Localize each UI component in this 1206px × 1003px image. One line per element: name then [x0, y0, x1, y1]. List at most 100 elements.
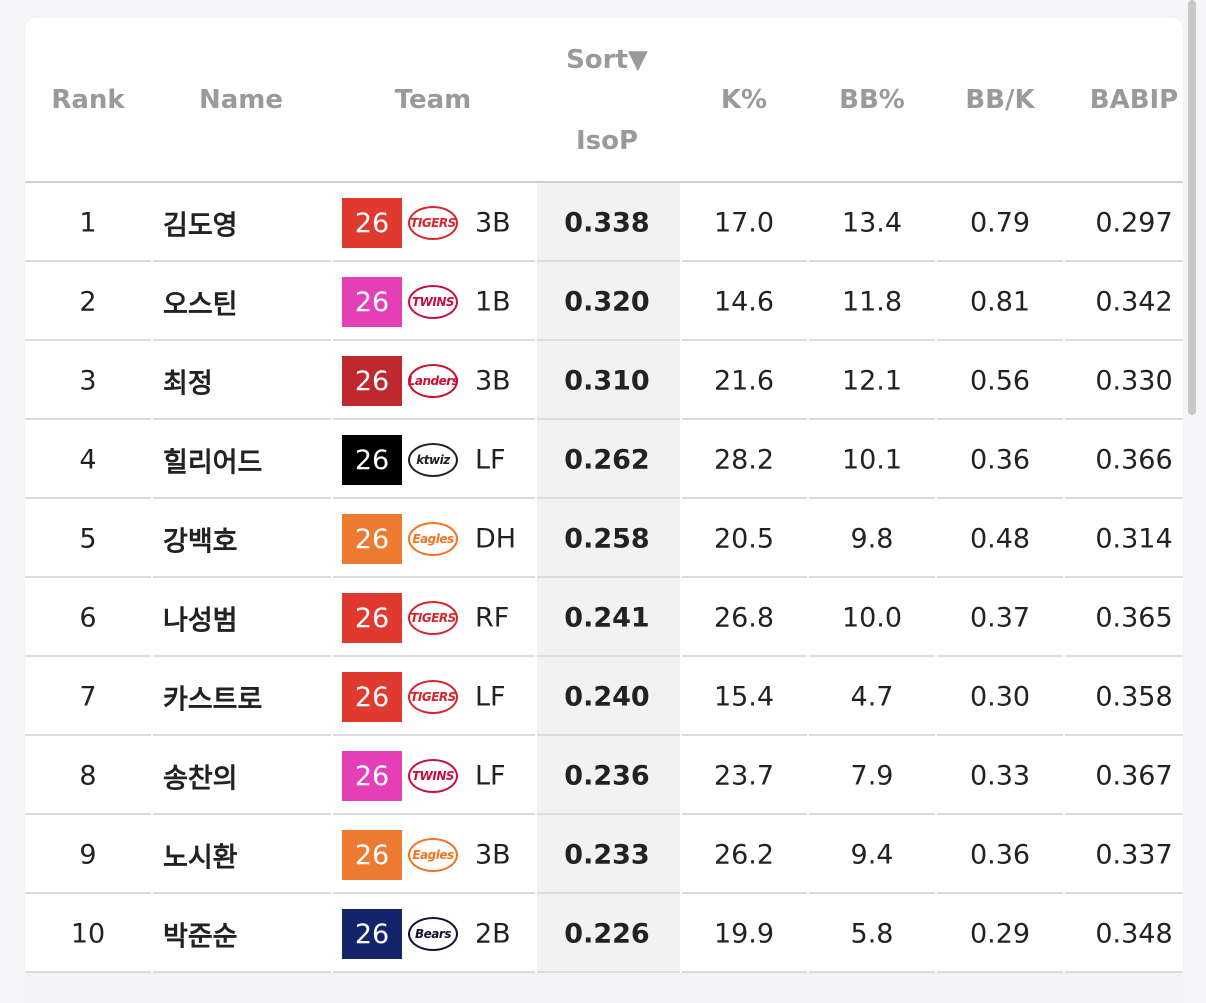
bb-pct: 12.1: [841, 365, 903, 397]
bb-pct: 7.9: [850, 760, 894, 792]
row-divider: [809, 260, 935, 262]
position: 3B: [475, 365, 511, 397]
year-badge: 26: [342, 593, 402, 643]
bb-pct: 13.4: [841, 207, 903, 239]
rank: 3: [79, 365, 97, 397]
row-divider: [333, 339, 535, 341]
row-divider: [153, 576, 331, 578]
year-badge: 26: [342, 909, 402, 959]
babip: 0.342: [1095, 286, 1173, 318]
row-divider: [153, 892, 331, 894]
year-badge: 26: [342, 751, 402, 801]
year-badge: 26: [342, 277, 402, 327]
team-logo: TWINS: [408, 759, 458, 793]
rank: 1: [79, 207, 97, 239]
row-divider: [25, 260, 151, 262]
player-name[interactable]: 김도영: [163, 210, 238, 242]
isop: 0.258: [564, 523, 650, 555]
isop: 0.320: [564, 286, 650, 318]
isop: 0.262: [564, 444, 650, 476]
rank: 7: [79, 681, 97, 713]
bb-k: 0.36: [969, 444, 1031, 476]
row-divider: [25, 418, 151, 420]
column-header[interactable]: IsoP: [575, 126, 639, 156]
column-header: BB%: [839, 85, 905, 115]
row-divider: [1065, 971, 1183, 973]
bb-pct: 5.8: [850, 918, 894, 950]
row-divider: [1065, 576, 1183, 578]
row-divider: [937, 734, 1063, 736]
team-logo: TWINS: [408, 285, 458, 319]
bb-k: 0.79: [969, 207, 1031, 239]
row-divider: [153, 339, 331, 341]
player-name[interactable]: 강백호: [163, 526, 238, 558]
year-badge: 26: [342, 672, 402, 722]
row-divider: [937, 892, 1063, 894]
babip: 0.348: [1095, 918, 1173, 950]
player-name[interactable]: 오스틴: [163, 289, 238, 321]
row-divider: [809, 418, 935, 420]
player-name[interactable]: 노시환: [163, 842, 238, 874]
bb-k: 0.56: [969, 365, 1031, 397]
team-logo: TIGERS: [408, 601, 458, 635]
row-divider: [153, 813, 331, 815]
bb-k: 0.37: [969, 602, 1031, 634]
k-pct: 14.6: [713, 286, 775, 318]
position: 3B: [475, 839, 511, 871]
scrollbar[interactable]: [1188, 0, 1196, 415]
babip: 0.330: [1095, 365, 1173, 397]
player-name[interactable]: 힐리어드: [163, 447, 263, 479]
player-name[interactable]: 송찬의: [163, 763, 238, 795]
row-divider: [153, 971, 331, 973]
row-divider: [809, 576, 935, 578]
row-divider: [25, 576, 151, 578]
player-name[interactable]: 박준순: [163, 921, 238, 953]
stats-card: Rank Name Team Sort▼ IsoP K% BB% BB/K BABIP 1 김도영 2…: [25, 18, 1183, 1003]
team-logo: Landers: [408, 364, 459, 398]
bb-k: 0.33: [969, 760, 1031, 792]
babip: 0.297: [1095, 207, 1173, 239]
row-divider: [937, 576, 1063, 578]
team-logo: ktwiz: [408, 443, 458, 477]
row-divider: [682, 892, 807, 894]
sorted-column: [537, 183, 680, 973]
year-badge: 26: [342, 356, 402, 406]
row-divider: [537, 734, 680, 736]
rank: 6: [79, 602, 97, 634]
row-divider: [537, 576, 680, 578]
rank: 10: [70, 918, 106, 950]
row-divider: [682, 576, 807, 578]
row-divider: [25, 655, 151, 657]
column-header: Team: [394, 85, 472, 115]
row-divider: [682, 813, 807, 815]
row-divider: [537, 655, 680, 657]
team-logo: Bears: [408, 917, 458, 951]
player-name[interactable]: 카스트로: [163, 684, 263, 716]
row-divider: [809, 655, 935, 657]
bb-k: 0.36: [969, 839, 1031, 871]
isop: 0.310: [564, 365, 650, 397]
row-divider: [937, 971, 1063, 973]
row-divider: [809, 734, 935, 736]
k-pct: 23.7: [713, 760, 775, 792]
isop: 0.241: [564, 602, 650, 634]
column-header[interactable]: Sort▼: [566, 45, 648, 75]
k-pct: 26.8: [713, 602, 775, 634]
row-divider: [333, 655, 535, 657]
k-pct: 28.2: [713, 444, 775, 476]
position: 1B: [475, 286, 511, 318]
k-pct: 26.2: [713, 839, 775, 871]
row-divider: [682, 655, 807, 657]
player-name[interactable]: 나성범: [163, 605, 238, 637]
row-divider: [682, 418, 807, 420]
row-divider: [682, 971, 807, 973]
position: LF: [475, 444, 506, 476]
isop: 0.240: [564, 681, 650, 713]
rank: 9: [79, 839, 97, 871]
column-header: K%: [720, 85, 768, 115]
row-divider: [333, 813, 535, 815]
isop: 0.236: [564, 760, 650, 792]
row-divider: [1065, 339, 1183, 341]
player-name[interactable]: 최정: [163, 368, 213, 400]
row-divider: [1065, 418, 1183, 420]
